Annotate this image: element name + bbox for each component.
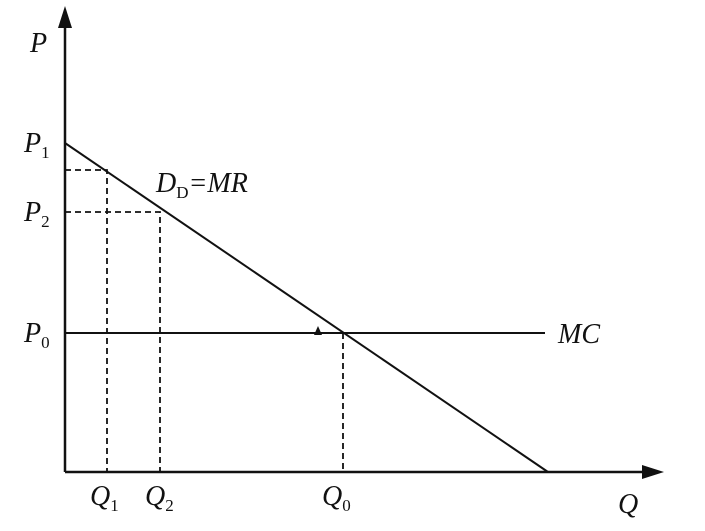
quantity-label: Q0: [322, 481, 351, 515]
y-axis-label: P: [29, 28, 47, 59]
price-label: P1: [23, 128, 50, 162]
marker: [314, 326, 322, 335]
dashed-guide: [65, 211, 161, 472]
quantity-label: Q1: [90, 481, 119, 515]
price-label: P2: [23, 197, 50, 231]
y-arrow: [58, 6, 72, 28]
dashed-guide: [65, 169, 108, 472]
demand-line: [64, 142, 549, 473]
quantity-label: Q2: [145, 481, 174, 515]
price-label: P0: [23, 318, 50, 352]
demand-label: DD=MR: [155, 168, 248, 202]
x-arrow: [642, 465, 664, 479]
mc-label: MC: [557, 319, 600, 350]
x-axis-label: Q: [618, 489, 638, 520]
